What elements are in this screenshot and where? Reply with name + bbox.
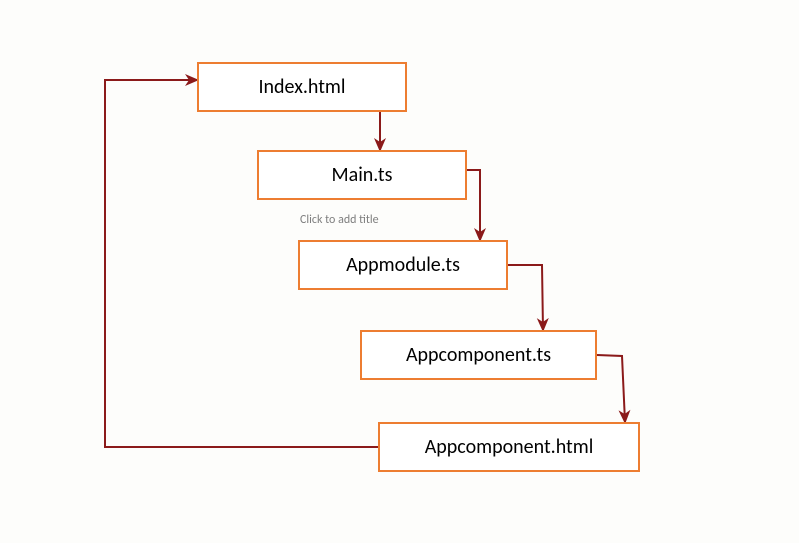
flow-node-n5: Appcomponent.html <box>378 422 640 472</box>
flow-node-label: Index.html <box>258 75 345 99</box>
flow-node-n3: Appmodule.ts <box>298 240 508 290</box>
flow-edge-n3-n4 <box>508 265 543 330</box>
flow-edge-n2-n3 <box>467 170 480 240</box>
flow-edge-n4-n5 <box>597 355 625 422</box>
flow-node-n4: Appcomponent.ts <box>360 330 597 380</box>
flow-node-n1: Index.html <box>197 62 407 112</box>
flow-node-label: Appmodule.ts <box>346 253 460 277</box>
flow-node-n2: Main.ts <box>257 150 467 200</box>
flow-node-label: Main.ts <box>332 163 393 187</box>
flow-node-label: Appcomponent.html <box>425 435 594 459</box>
placeholder-text: Click to add title <box>300 213 379 227</box>
flow-node-label: Appcomponent.ts <box>406 343 551 367</box>
